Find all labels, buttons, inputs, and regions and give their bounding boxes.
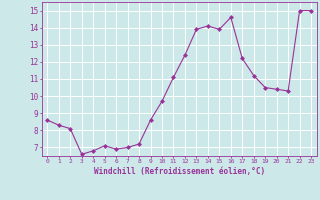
X-axis label: Windchill (Refroidissement éolien,°C): Windchill (Refroidissement éolien,°C) bbox=[94, 167, 265, 176]
